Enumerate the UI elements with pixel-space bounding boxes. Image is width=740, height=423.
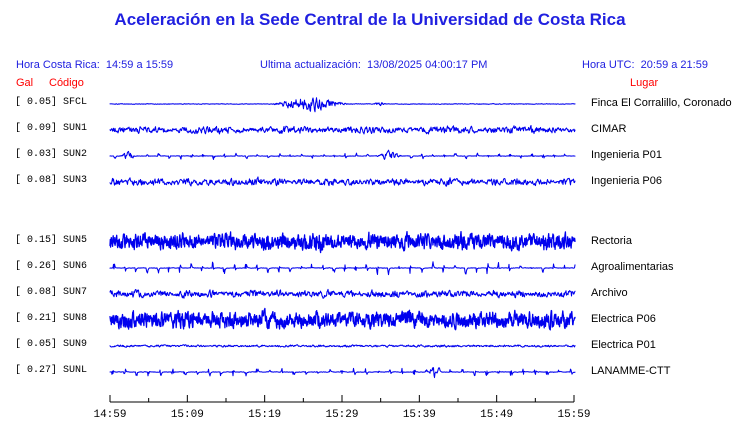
svg-text:15:59: 15:59 — [557, 409, 590, 421]
svg-text:14:59: 14:59 — [93, 409, 126, 421]
svg-text:15:29: 15:29 — [325, 409, 358, 421]
svg-text:15:49: 15:49 — [480, 409, 513, 421]
svg-text:15:09: 15:09 — [171, 409, 204, 421]
svg-text:15:19: 15:19 — [248, 409, 281, 421]
svg-text:15:39: 15:39 — [403, 409, 436, 421]
